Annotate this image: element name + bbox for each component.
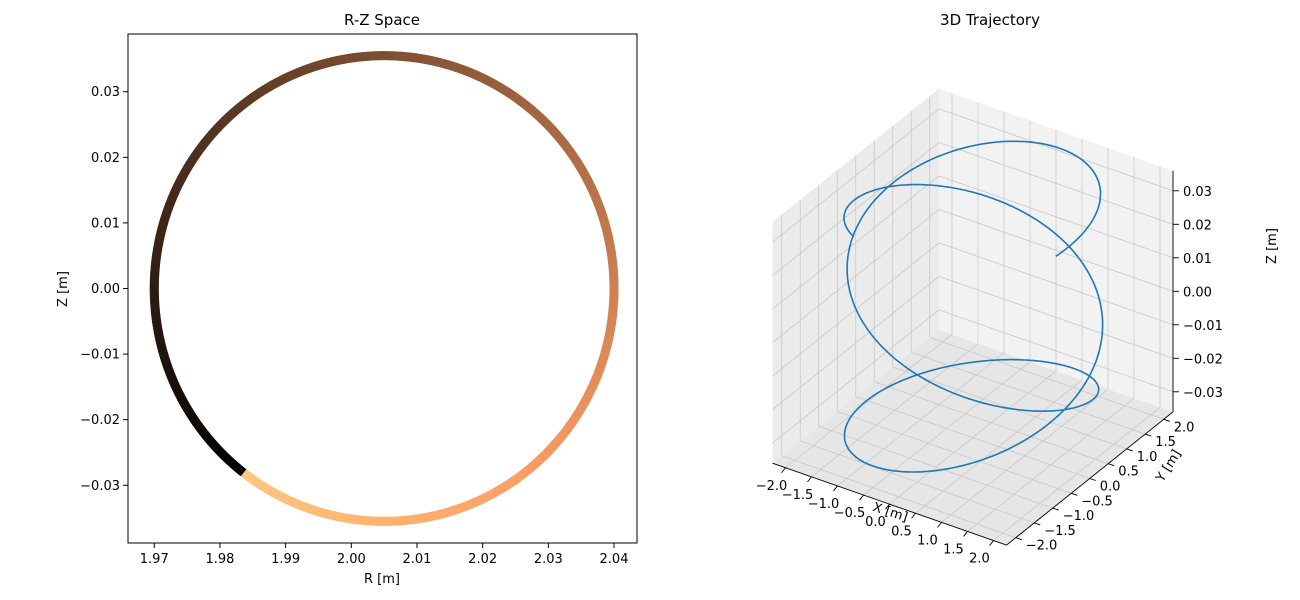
z-tick-label: 0.01	[1183, 252, 1212, 267]
x-tick-label: −0.5	[834, 506, 866, 521]
rz-x-tick-label: 2.01	[403, 552, 432, 567]
rz-title: R-Z Space	[344, 11, 420, 29]
z-tick-label: −0.03	[1183, 386, 1223, 401]
y-tick-mark	[1108, 463, 1115, 467]
x-tick-label: −2.0	[756, 479, 788, 494]
grid-line	[938, 108, 1174, 192]
traj3d-line	[843, 140, 1104, 473]
x-tick-mark	[989, 540, 994, 546]
grid-line	[938, 276, 1174, 359]
rz-x-tick-label: 2.04	[600, 552, 629, 567]
grid-line	[772, 108, 940, 243]
x-tick-mark	[937, 522, 942, 528]
traj3d-panes	[772, 88, 1173, 546]
rz-y-tick-label: −0.03	[80, 479, 120, 494]
x-tick-label: 0.0	[865, 515, 886, 530]
rz-y-tick-label: −0.02	[80, 413, 120, 428]
rz-x-tick-label: 1.99	[271, 552, 300, 567]
x-tick-label: −1.5	[782, 488, 814, 503]
rz-x-ticks: 1.97 1.98 1.99 2.00 2.01 2.02 2.03 2.04	[140, 543, 629, 567]
traj3d-z-label: Z [m]	[1265, 228, 1280, 264]
traj3d-panel: 3D Trajectory −2.0−2.0−1.5−1.5−1.0−1.0−0…	[756, 11, 1280, 567]
x-tick-mark	[885, 503, 890, 510]
rz-x-tick-label: 2.02	[468, 552, 497, 567]
x-tick-mark	[833, 485, 838, 492]
grid-line	[993, 407, 1161, 541]
y-tick-label: 0.5	[1118, 465, 1139, 480]
grid-line	[938, 309, 1174, 393]
y-tick-label: 1.5	[1155, 435, 1176, 450]
x-tick-label: 0.5	[891, 524, 912, 539]
y-tick-label: 1.0	[1137, 450, 1158, 465]
y-tick-mark	[1052, 507, 1059, 511]
grid-line	[929, 337, 1164, 420]
grid-line	[938, 142, 1174, 225]
y-tick-mark	[1126, 448, 1133, 452]
rz-panel: R-Z Space 1.97 1.98 1.99 2.00 2.01 2.02 2.03 2.…	[56, 11, 638, 587]
rz-y-tick-label: 0.02	[91, 151, 120, 166]
x-tick-mark	[859, 494, 864, 501]
y-tick-label: −0.5	[1081, 494, 1113, 509]
x-tick-mark	[963, 531, 968, 537]
traj3d-y-label: Y [m]	[1153, 447, 1185, 485]
rz-x-label: R [m]	[364, 572, 400, 587]
rz-y-label: Z [m]	[56, 271, 71, 307]
grid-line	[938, 242, 1174, 326]
grid-line	[772, 175, 940, 310]
z-tick-label: 0.02	[1183, 218, 1212, 233]
traj3d-title: 3D Trajectory	[940, 11, 1040, 29]
y-tick-mark	[1034, 522, 1041, 526]
grid-line	[938, 209, 1174, 292]
x-tick-label: −1.0	[808, 497, 840, 512]
rz-y-tick-label: 0.01	[91, 216, 120, 231]
y-tick-mark	[1089, 478, 1096, 481]
traj3d-ticks: −2.0−2.0−1.5−1.5−1.0−1.0−0.5−0.50.00.00.…	[756, 185, 1223, 567]
traj3d-grid	[772, 93, 1174, 541]
y-tick-label: 2.0	[1174, 420, 1195, 435]
grid-line	[772, 309, 940, 444]
y-tick-mark	[1163, 418, 1170, 422]
z-tick-label: 0.00	[1183, 285, 1212, 300]
grid-line	[772, 276, 940, 410]
y-tick-mark	[1145, 433, 1152, 437]
rz-x-tick-label: 1.97	[140, 552, 169, 567]
z-tick-label: −0.02	[1183, 352, 1223, 367]
x-tick-label: 1.5	[943, 542, 964, 557]
rz-axes-frame	[127, 33, 638, 544]
grid-line	[772, 209, 940, 343]
z-tick-label: 0.03	[1183, 185, 1212, 200]
y-tick-label: −2.0	[1026, 539, 1058, 554]
x-tick-mark	[781, 467, 786, 474]
rz-y-tick-label: −0.01	[80, 348, 120, 363]
rz-trajectory-ring	[149, 51, 619, 526]
y-tick-label: −1.5	[1044, 524, 1076, 539]
ring-segment	[238, 467, 247, 477]
grid-line	[772, 142, 940, 276]
rz-y-tick-label: 0.03	[91, 85, 120, 100]
rz-x-tick-label: 2.03	[534, 552, 563, 567]
x-tick-mark	[807, 476, 812, 483]
rz-x-tick-label: 1.98	[205, 552, 234, 567]
grid-line	[938, 175, 1174, 259]
rz-x-tick-label: 2.00	[337, 552, 366, 567]
z-tick-label: −0.01	[1183, 319, 1223, 334]
x-tick-label: 1.0	[917, 533, 938, 548]
y-tick-mark	[1015, 537, 1022, 541]
rz-y-tick-label: 0.00	[91, 282, 120, 297]
x-tick-label: 2.0	[969, 552, 990, 567]
y-tick-label: −1.0	[1063, 509, 1095, 524]
y-tick-mark	[1071, 492, 1078, 496]
x-tick-mark	[911, 512, 916, 519]
rz-y-ticks: 0.03 0.02 0.01 0.00 −0.01 −0.02 −0.03	[80, 85, 128, 494]
y-tick-label: 0.0	[1100, 480, 1121, 495]
